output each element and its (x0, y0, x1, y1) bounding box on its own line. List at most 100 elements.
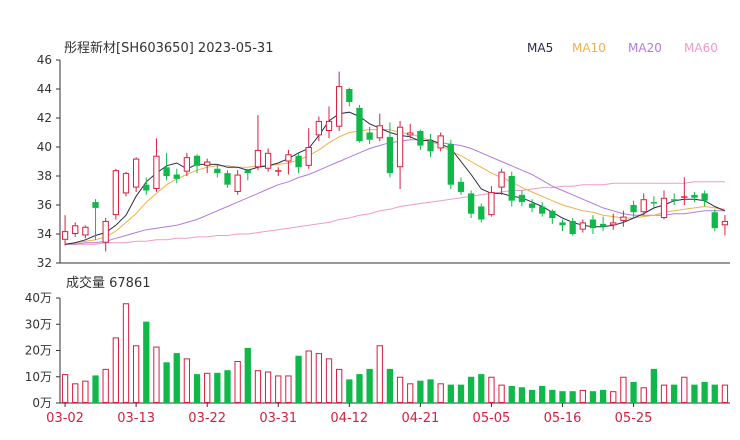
candle-body (122, 173, 130, 194)
candle (620, 210, 627, 227)
candle-body (539, 206, 546, 214)
candle-body (143, 184, 150, 191)
volume-bar (285, 375, 292, 403)
ma20-line (65, 139, 725, 245)
ma5-line (65, 111, 726, 245)
candle (681, 177, 688, 205)
candle (701, 190, 708, 207)
volume-bar (102, 368, 109, 403)
candle-body (528, 203, 536, 208)
candle (518, 190, 526, 207)
candle-body (244, 170, 251, 174)
volume-axis: 40万 30万 20万 10万 0万 (25, 291, 730, 410)
volume-bar (610, 391, 617, 403)
candle (467, 190, 475, 219)
candle (193, 154, 201, 174)
candle-body (671, 199, 678, 201)
candle (528, 199, 536, 213)
price-panel: 46 44 42 40 38 36 34 32 (37, 53, 730, 270)
candle (386, 122, 394, 178)
volume-bar (275, 375, 282, 403)
candlesticks (61, 71, 729, 252)
price-tick-label: 42 (37, 111, 52, 125)
candle-body (264, 152, 272, 169)
volume-bar (396, 376, 404, 403)
candle-body (315, 120, 323, 136)
candle-body (498, 171, 505, 188)
volume-bar (143, 321, 150, 403)
candle (396, 120, 404, 190)
candle-body (173, 174, 180, 179)
candle (132, 157, 140, 192)
candle (610, 213, 617, 230)
candle-body (630, 205, 637, 213)
candle-body (386, 136, 394, 174)
volume-bar (589, 391, 597, 403)
volume-bar (671, 384, 678, 403)
candle (447, 139, 454, 190)
volume-bar (325, 358, 333, 403)
volume-bar (488, 376, 495, 403)
candle-body (61, 231, 69, 240)
volume-bars (61, 303, 729, 403)
candle-body (193, 155, 201, 166)
candle (153, 138, 160, 192)
candle (143, 177, 150, 195)
volume-panel: 40万 30万 20万 10万 0万 (25, 291, 730, 410)
legend-ma5: MA5 (527, 41, 553, 55)
volume-tick-label: 0万 (32, 396, 52, 410)
candle (295, 152, 302, 174)
candle (559, 219, 566, 232)
candle-body (559, 222, 566, 226)
candle-body (295, 155, 302, 168)
candle (569, 218, 576, 236)
candle-body (214, 168, 221, 174)
volume-bar (386, 368, 394, 403)
candle (173, 168, 180, 184)
volume-bar (244, 347, 251, 403)
candle-body (366, 132, 373, 140)
candle (336, 71, 343, 132)
candle (478, 203, 485, 223)
candle (457, 177, 465, 195)
volume-bar (163, 362, 170, 403)
candle-body (346, 89, 353, 103)
candle (498, 168, 505, 195)
volume-bar (630, 382, 637, 403)
candle-body (72, 225, 79, 235)
volume-tick-label: 40万 (25, 291, 52, 305)
candle (264, 148, 272, 172)
candle-body (254, 149, 262, 168)
candle-body (508, 176, 515, 201)
volume-bar (315, 353, 323, 403)
volume-bar (193, 374, 201, 403)
candle-body (518, 194, 526, 203)
volume-bar (132, 345, 140, 403)
date-tick-label: 05-25 (615, 411, 653, 426)
candle (122, 171, 130, 197)
candle (488, 186, 495, 217)
candle-body (325, 120, 333, 132)
candle (275, 167, 282, 176)
date-tick-label: 03-02 (46, 411, 84, 426)
date-tick-label: 04-21 (401, 411, 439, 426)
volume-bar (539, 385, 546, 403)
candle (427, 133, 434, 158)
candle-body (275, 170, 282, 172)
candle-body (356, 107, 363, 142)
date-tick-label: 03-13 (117, 411, 155, 426)
volume-bar (508, 385, 515, 403)
volume-tick-label: 20万 (25, 344, 52, 358)
candle (163, 152, 170, 181)
candle (183, 152, 191, 176)
candle (234, 170, 241, 195)
candle (305, 128, 312, 169)
volume-title: 成交量 67861 (66, 275, 151, 291)
volume-bar (467, 376, 475, 403)
candle (721, 215, 729, 236)
volume-bar (599, 389, 607, 403)
date-tick-label: 04-12 (330, 411, 368, 426)
candle-body (183, 157, 191, 172)
candle-body (711, 212, 718, 229)
